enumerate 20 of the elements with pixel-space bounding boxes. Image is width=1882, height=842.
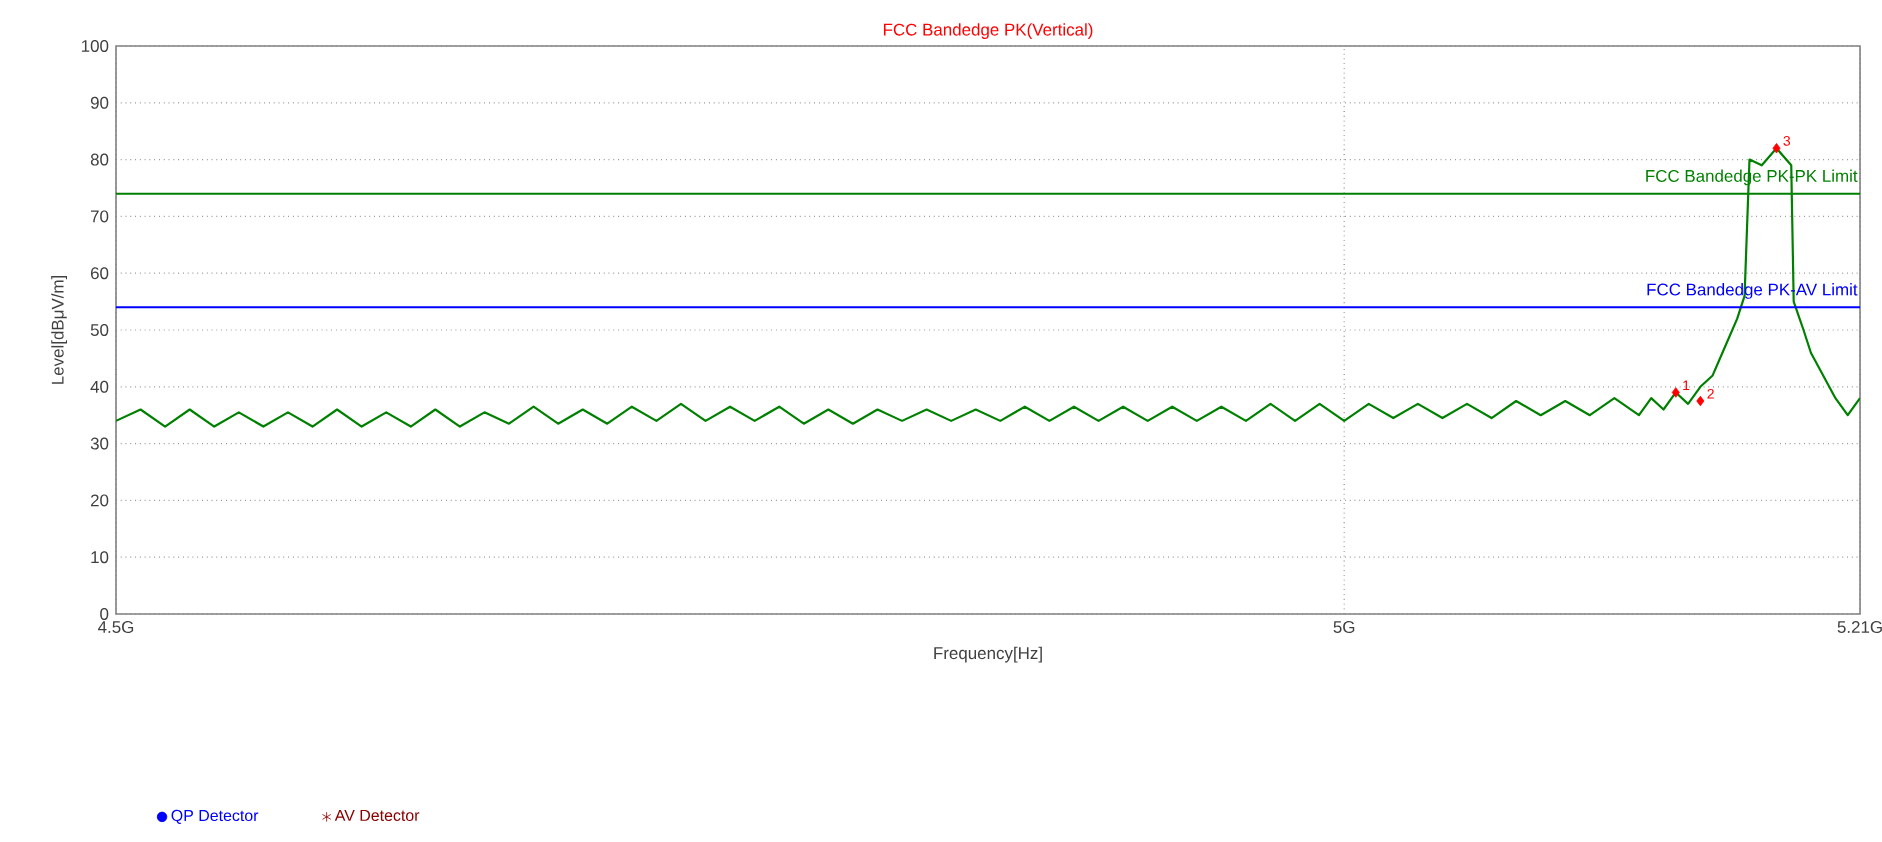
y-tick-label: 80: [90, 153, 109, 166]
y-tick-label: 90: [90, 96, 109, 109]
chart-title: FCC Bandedge PK(Vertical): [883, 23, 1093, 39]
x-axis-title: Frequency[Hz]: [934, 646, 1042, 663]
y-tick-label: 10: [91, 551, 109, 564]
point: [1772, 143, 1781, 154]
y-tick-label: 0: [100, 608, 109, 620]
y-tick-label: 100: [81, 40, 109, 52]
y-tick-label: 60: [91, 267, 109, 280]
y-tick-label: 40: [90, 380, 109, 393]
point: [1671, 387, 1680, 398]
point: [1696, 395, 1705, 407]
y-tick-label: 30: [90, 437, 109, 450]
x-tick-label: 5G: [1333, 621, 1355, 634]
x-tick-label: 4.5G: [98, 621, 134, 634]
y-tick-label: 20: [90, 494, 109, 507]
x-tick-label: 5.21G: [1837, 621, 1882, 634]
y-axis-title: Level[dBμV/m]: [51, 275, 68, 384]
y-tick-label: 70: [91, 210, 109, 223]
y-tick-label: 50: [90, 324, 109, 336]
